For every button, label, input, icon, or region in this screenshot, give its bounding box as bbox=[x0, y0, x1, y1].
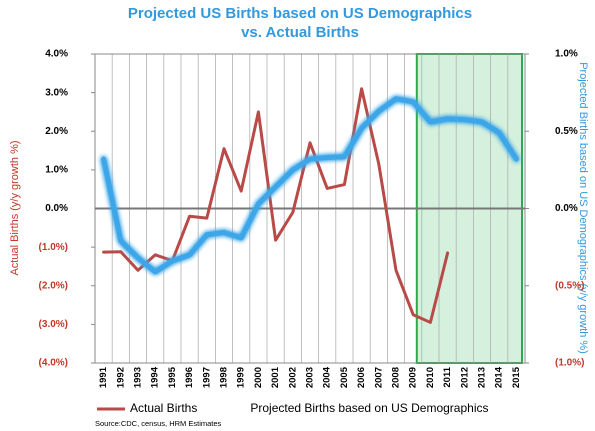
x-tick-label: 2004 bbox=[322, 366, 333, 388]
x-tick-label: 2013 bbox=[477, 367, 488, 388]
legend-label: Projected Births based on US Demographic… bbox=[250, 401, 488, 415]
y-tick-label: 4.0% bbox=[45, 49, 68, 60]
x-tick-label: 2000 bbox=[253, 367, 264, 388]
y2-tick-label: 0.0% bbox=[555, 203, 578, 214]
x-tick-label: 1999 bbox=[236, 367, 247, 388]
source-note: Source:CDC, census, HRM Estimates bbox=[95, 419, 222, 428]
y2-axis-label: Projected Births based on US Demographic… bbox=[577, 62, 589, 354]
y2-tick-label: (1.0%) bbox=[555, 358, 584, 369]
x-tick-label: 2012 bbox=[459, 367, 470, 388]
y-axis-label: Actual Births (y/y growth %) bbox=[9, 140, 21, 275]
y-tick-label: 3.0% bbox=[45, 87, 68, 98]
x-tick-label: 1992 bbox=[115, 367, 126, 388]
y-tick-label: 1.0% bbox=[45, 165, 68, 176]
x-tick-label: 1996 bbox=[184, 367, 195, 388]
x-tick-label: 1998 bbox=[219, 367, 230, 388]
y2-tick-label: 1.0% bbox=[555, 49, 578, 60]
x-tick-label: 2006 bbox=[356, 367, 367, 388]
x-tick-label: 2011 bbox=[442, 366, 453, 387]
x-tick-label: 1993 bbox=[133, 367, 144, 388]
x-tick-label: 1991 bbox=[98, 366, 109, 388]
chart-title: vs. Actual Births bbox=[241, 24, 359, 41]
x-tick-label: 2008 bbox=[391, 367, 402, 388]
x-tick-label: 2005 bbox=[339, 366, 350, 388]
x-tick-label: 1995 bbox=[167, 366, 178, 388]
y-tick-label: (2.0%) bbox=[39, 280, 68, 291]
y-tick-label: (1.0%) bbox=[39, 242, 68, 253]
x-tick-label: 2014 bbox=[494, 366, 505, 388]
x-tick-label: 2009 bbox=[408, 367, 419, 388]
x-tick-label: 1997 bbox=[201, 367, 212, 388]
y-tick-label: 2.0% bbox=[45, 126, 68, 137]
series-line bbox=[102, 87, 450, 324]
x-tick-label: 2003 bbox=[305, 367, 316, 388]
legend-label: Actual Births bbox=[130, 401, 197, 415]
x-tick-label: 2015 bbox=[511, 366, 522, 388]
chart-title: Projected US Births based on US Demograp… bbox=[128, 5, 472, 22]
x-tick-label: 2002 bbox=[287, 367, 298, 388]
x-tick-label: 2001 bbox=[270, 366, 281, 388]
y2-tick-label: (0.5%) bbox=[555, 280, 584, 291]
x-tick-label: 2007 bbox=[373, 367, 384, 388]
y2-tick-label: 0.5% bbox=[555, 126, 578, 137]
x-tick-label: 2010 bbox=[425, 367, 436, 388]
y-tick-label: 0.0% bbox=[45, 203, 68, 214]
series-line bbox=[101, 96, 519, 275]
y-tick-label: (3.0%) bbox=[39, 319, 68, 330]
y-tick-label: (4.0%) bbox=[39, 358, 68, 369]
x-tick-label: 1994 bbox=[150, 366, 161, 388]
